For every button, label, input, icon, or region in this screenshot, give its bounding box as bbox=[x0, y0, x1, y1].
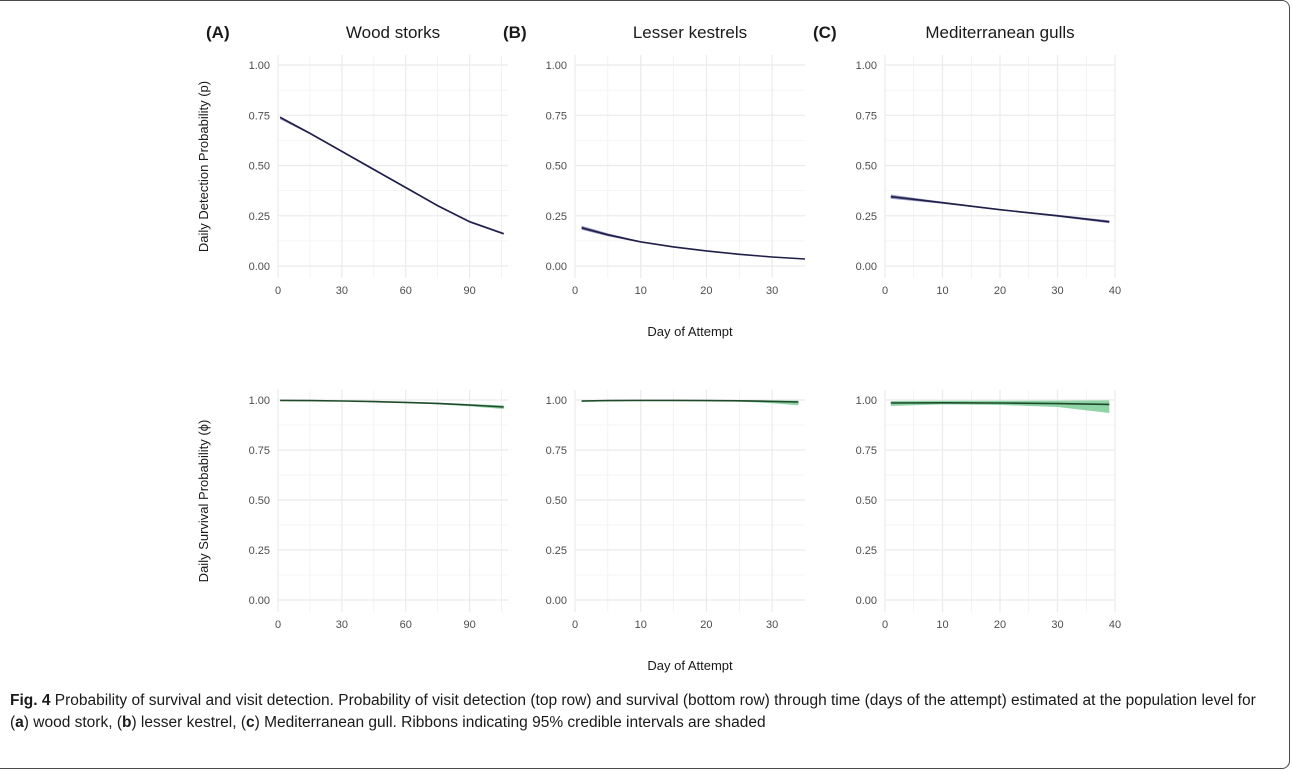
caption-text: Probability of survival and visit detect… bbox=[10, 692, 1256, 731]
x-tick-label: 30 bbox=[336, 285, 348, 297]
panel-letter: (A) bbox=[206, 23, 230, 42]
y-tick-label: 0.25 bbox=[249, 211, 270, 223]
figure-chart: (A) Wood storks 0.00 0.25 0.50 0.75 1.00 0 30 60 9… bbox=[196, 23, 1121, 673]
y-tick-label: 1.00 bbox=[249, 395, 270, 407]
y-tick-label: 0.50 bbox=[546, 161, 567, 173]
y-tick-label: 1.00 bbox=[856, 60, 877, 72]
y-tick-label: 0.00 bbox=[856, 595, 877, 607]
caption-letter-b: b bbox=[122, 714, 132, 731]
y-tick-label: 0.25 bbox=[856, 211, 877, 223]
y-tick-label: 0.25 bbox=[546, 211, 567, 223]
x-tick-label: 20 bbox=[700, 619, 712, 631]
x-tick-label: 60 bbox=[400, 285, 412, 297]
y-tick-label: 0.25 bbox=[856, 545, 877, 557]
y-axis-label: Daily Survival Probability (ϕ) bbox=[196, 420, 211, 583]
y-tick-label: 0.75 bbox=[249, 445, 270, 457]
x-axis-label: Day of Attempt bbox=[647, 324, 733, 339]
y-tick-label: 0.25 bbox=[546, 545, 567, 557]
x-tick-label: 10 bbox=[936, 619, 948, 631]
x-tick-label: 30 bbox=[766, 619, 778, 631]
detection-credible-band bbox=[581, 225, 805, 260]
y-tick-label: 0.00 bbox=[546, 261, 567, 273]
x-tick-label: 30 bbox=[1051, 619, 1063, 631]
x-tick-label: 10 bbox=[635, 285, 647, 297]
y-tick-label: 0.50 bbox=[856, 161, 877, 173]
y-axis-label: Daily Detection Probability (p) bbox=[196, 81, 211, 252]
panel-letter: (C) bbox=[813, 23, 837, 42]
x-tick-label: 0 bbox=[882, 285, 888, 297]
x-tick-label: 90 bbox=[464, 285, 476, 297]
panel-title: Mediterranean gulls bbox=[925, 23, 1074, 42]
x-tick-label: 90 bbox=[464, 619, 476, 631]
y-tick-label: 0.75 bbox=[856, 110, 877, 122]
y-tick-label: 0.25 bbox=[249, 545, 270, 557]
x-tick-label: 40 bbox=[1109, 285, 1121, 297]
x-tick-label: 0 bbox=[572, 619, 578, 631]
y-tick-label: 0.75 bbox=[856, 445, 877, 457]
y-tick-label: 0.75 bbox=[249, 110, 270, 122]
x-tick-label: 20 bbox=[700, 285, 712, 297]
panel-title: Lesser kestrels bbox=[633, 23, 747, 42]
y-tick-label: 0.50 bbox=[249, 161, 270, 173]
y-tick-label: 1.00 bbox=[856, 395, 877, 407]
y-tick-label: 0.75 bbox=[546, 445, 567, 457]
x-tick-label: 20 bbox=[994, 619, 1006, 631]
x-tick-label: 40 bbox=[1109, 619, 1121, 631]
caption-text: ) Mediterranean gull. Ribbons indicating… bbox=[254, 714, 766, 731]
x-tick-label: 0 bbox=[275, 619, 281, 631]
x-tick-label: 30 bbox=[1051, 285, 1063, 297]
y-tick-label: 0.00 bbox=[856, 261, 877, 273]
survival-line bbox=[581, 399, 799, 403]
y-tick-label: 0.50 bbox=[546, 495, 567, 507]
caption-letter-a: a bbox=[15, 714, 24, 731]
x-tick-label: 0 bbox=[882, 619, 888, 631]
x-tick-label: 30 bbox=[336, 619, 348, 631]
caption-letter-c: c bbox=[246, 714, 255, 731]
figure-caption: Fig. 4 Probability of survival and visit… bbox=[10, 690, 1275, 734]
detection-line bbox=[581, 227, 806, 260]
y-tick-label: 0.00 bbox=[546, 595, 567, 607]
y-tick-label: 0.00 bbox=[249, 261, 270, 273]
detection-line bbox=[279, 116, 504, 235]
x-tick-label: 30 bbox=[766, 285, 778, 297]
x-tick-label: 0 bbox=[275, 285, 281, 297]
x-tick-label: 10 bbox=[936, 285, 948, 297]
y-tick-label: 0.50 bbox=[856, 495, 877, 507]
y-tick-label: 1.00 bbox=[546, 60, 567, 72]
caption-figure-label: Fig. 4 bbox=[10, 692, 51, 709]
x-tick-label: 0 bbox=[572, 285, 578, 297]
x-tick-label: 60 bbox=[400, 619, 412, 631]
y-tick-label: 0.50 bbox=[249, 495, 270, 507]
survival-line bbox=[890, 401, 1110, 406]
panel-letter: (B) bbox=[503, 23, 527, 42]
y-tick-label: 0.00 bbox=[249, 595, 270, 607]
detection-line bbox=[890, 195, 1110, 223]
caption-text: ) lesser kestrel, ( bbox=[131, 714, 247, 731]
x-axis-label: Day of Attempt bbox=[647, 658, 733, 673]
survival-line bbox=[280, 399, 504, 408]
panel-title: Wood storks bbox=[346, 23, 440, 42]
caption-text: ) wood stork, ( bbox=[23, 714, 122, 731]
y-tick-label: 1.00 bbox=[546, 395, 567, 407]
x-tick-label: 20 bbox=[994, 285, 1006, 297]
x-tick-label: 10 bbox=[635, 619, 647, 631]
y-tick-label: 0.75 bbox=[546, 110, 567, 122]
y-tick-label: 1.00 bbox=[249, 60, 270, 72]
